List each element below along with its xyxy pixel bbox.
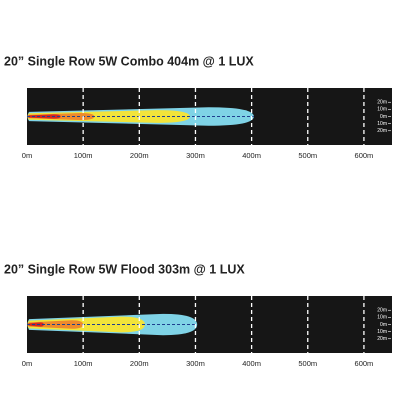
- y-tick-label: 10m: [377, 121, 387, 127]
- x-tick-label: 600m: [355, 359, 374, 368]
- y-tick-label: 10m: [377, 329, 387, 335]
- y-tick-label: 0m: [380, 322, 387, 328]
- y-tick-label: 20m: [377, 128, 387, 134]
- y-tick-label: 0m: [380, 114, 387, 120]
- x-tick-label: 100m: [74, 359, 93, 368]
- x-tick-label: 500m: [298, 151, 317, 160]
- x-tick-label: 400m: [242, 359, 261, 368]
- x-tick-label: 300m: [186, 359, 205, 368]
- x-tick-label: 500m: [298, 359, 317, 368]
- x-tick-label: 300m: [186, 151, 205, 160]
- x-tick-label: 0m: [22, 359, 32, 368]
- x-tick-label: 400m: [242, 151, 261, 160]
- y-tick-label: 20m: [377, 100, 387, 106]
- beam-zone: [27, 320, 84, 329]
- chart-title: 20” Single Row 5W Flood 303m @ 1 LUX: [4, 262, 245, 276]
- x-tick-label: 200m: [130, 359, 149, 368]
- beam-zone: [27, 322, 44, 327]
- beam-zone: [27, 112, 95, 121]
- x-tick-label: 600m: [355, 151, 374, 160]
- y-tick-label: 10m: [377, 107, 387, 113]
- chart-title: 20” Single Row 5W Combo 404m @ 1 LUX: [4, 54, 254, 68]
- x-tick-label: 0m: [22, 151, 32, 160]
- x-tick-label: 200m: [130, 151, 149, 160]
- y-tick-label: 20m: [377, 308, 387, 314]
- y-tick-label: 10m: [377, 315, 387, 321]
- x-tick-label: 100m: [74, 151, 93, 160]
- y-tick-label: 20m: [377, 336, 387, 342]
- beam-zone: [27, 316, 145, 333]
